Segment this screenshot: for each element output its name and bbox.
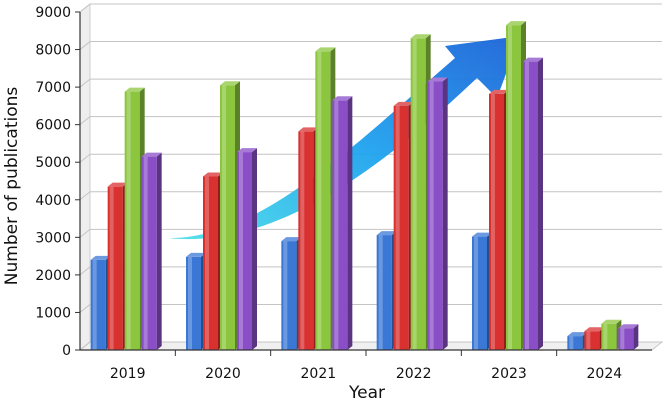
bar-side — [156, 152, 162, 350]
gridline — [79, 116, 662, 126]
x-tick-label: 2023 — [491, 366, 527, 382]
chart-side-wall — [79, 2, 91, 352]
bar-highlight — [300, 131, 305, 350]
bar-top — [203, 172, 223, 177]
bar-highlight — [508, 25, 512, 351]
bar-top — [90, 255, 111, 260]
bar-highlight — [474, 236, 478, 350]
bar — [523, 57, 543, 350]
x-axis-title: Year — [348, 383, 385, 402]
gridline — [79, 341, 662, 351]
bar-side — [347, 96, 353, 350]
bar-highlight — [378, 235, 383, 350]
bar-highlight — [395, 105, 400, 350]
x-tick-label: 2020 — [205, 366, 241, 382]
bar-highlight — [491, 93, 495, 351]
y-tick-label: 9000 — [35, 5, 71, 21]
bar-highlight — [239, 152, 243, 350]
bar-top — [298, 127, 319, 132]
bar-top — [601, 319, 622, 324]
gridline — [79, 191, 662, 201]
bar-top — [237, 148, 257, 153]
bar — [141, 152, 162, 350]
bar — [237, 148, 257, 350]
bar-top — [186, 252, 206, 257]
bar-highlight — [143, 156, 148, 350]
y-axis-title: Number of publications — [2, 87, 22, 286]
bar — [124, 87, 145, 351]
bar-highlight — [188, 256, 192, 350]
gridline — [79, 41, 662, 50]
bar — [427, 77, 448, 350]
axes: 0 1000 2000 3000 4000 5000 6000 7000 8000 9000 201… — [35, 5, 652, 382]
x-tick-label: 2021 — [301, 366, 337, 382]
gridline — [79, 153, 662, 163]
bar-top — [584, 327, 605, 332]
y-tick-label: 6000 — [35, 118, 71, 134]
x-tick-label: 2024 — [587, 366, 623, 382]
bar-top — [489, 89, 509, 94]
bar-top — [281, 237, 302, 242]
bar-top — [523, 57, 543, 62]
bar-top — [124, 87, 145, 92]
gridline — [79, 3, 662, 13]
bar-top — [618, 324, 639, 329]
bar-highlight — [126, 91, 131, 351]
bar — [332, 96, 353, 350]
gridline — [79, 266, 662, 276]
y-tick-label: 2000 — [35, 268, 71, 284]
bar-top — [472, 232, 492, 237]
gridline — [79, 228, 662, 238]
bar-side — [538, 57, 543, 350]
bar-top — [427, 77, 448, 82]
x-tick-label: 2019 — [110, 366, 146, 382]
bar-top — [567, 332, 588, 337]
bar-top — [410, 34, 431, 39]
bar-highlight — [429, 81, 434, 350]
bar-top — [107, 182, 128, 187]
y-tick-label: 7000 — [35, 80, 71, 96]
bar-highlight — [620, 328, 625, 350]
bar-top — [332, 96, 353, 101]
bar-highlight — [92, 259, 97, 350]
bar-highlight — [412, 38, 417, 351]
bar-highlight — [334, 100, 339, 350]
bar-side — [442, 77, 448, 350]
bar-top — [393, 101, 414, 106]
bar-highlight — [603, 323, 608, 350]
bar-highlight — [569, 336, 574, 350]
y-tick-label: 0 — [62, 343, 71, 359]
bar — [618, 324, 639, 350]
bar-highlight — [283, 241, 288, 350]
bar-top — [376, 231, 397, 236]
bar-side — [633, 324, 639, 350]
bar-top — [315, 47, 336, 52]
gridline — [79, 303, 662, 313]
bar-top — [506, 21, 526, 26]
x-tick-label: 2022 — [396, 366, 432, 382]
gridline — [79, 78, 662, 88]
bar-side — [252, 148, 257, 350]
y-tick-label: 1000 — [35, 305, 71, 321]
y-tick-label: 8000 — [35, 43, 71, 59]
bar-highlight — [109, 186, 114, 350]
bar-top — [220, 81, 240, 86]
bar-highlight — [222, 85, 226, 350]
y-tick-label: 3000 — [35, 230, 71, 246]
bar-series-layer — [90, 21, 639, 351]
bar-highlight — [586, 331, 591, 350]
bar-highlight — [525, 61, 529, 350]
bar-top — [141, 152, 162, 157]
bar-highlight — [205, 176, 209, 350]
y-tick-label: 5000 — [35, 155, 71, 171]
y-tick-label: 4000 — [35, 193, 71, 209]
bar-highlight — [317, 51, 322, 350]
chart-back-wall — [78, 2, 664, 352]
